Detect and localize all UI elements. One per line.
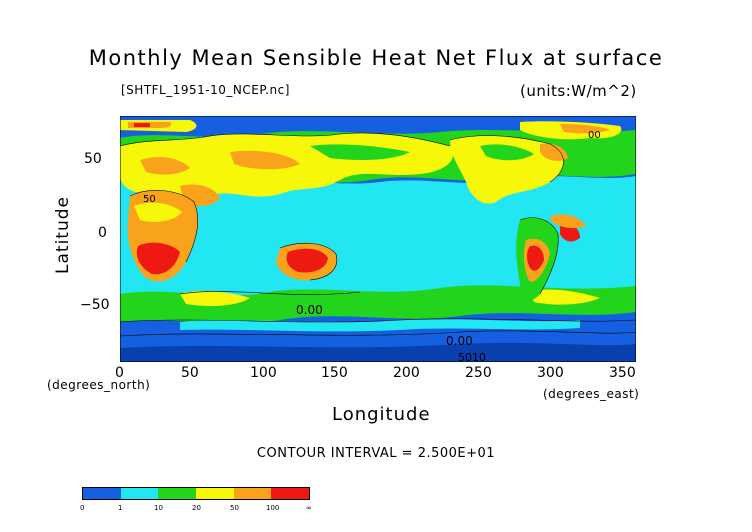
x-tick-label: 350 <box>609 365 636 381</box>
tropical-cyan-band <box>120 175 636 309</box>
legend-label: ∞ <box>306 504 312 512</box>
brazil-orange <box>550 214 586 229</box>
map-title: Monthly Mean Sensible Heat Net Flux at s… <box>88 46 664 70</box>
southern-yellow-patch <box>180 291 250 306</box>
y-axis-unit-note: (degrees_north) <box>47 378 151 392</box>
x-axis-title: Longitude <box>332 404 431 425</box>
legend-swatch <box>158 488 178 499</box>
flux-map <box>120 116 636 362</box>
legend-label: 10 <box>154 504 163 512</box>
x-tick-label: 150 <box>321 365 348 381</box>
units-label: (units:W/m^2) <box>520 82 637 100</box>
legend-swatch <box>195 488 215 499</box>
africa-red <box>136 242 180 275</box>
legend-swatch <box>290 488 309 499</box>
brazil-red <box>560 223 580 242</box>
legend-label: 100 <box>266 504 280 512</box>
legend-label: 20 <box>192 504 201 512</box>
legend-swatch <box>83 488 102 499</box>
southern-green-band <box>120 285 636 323</box>
file-name-label: [SHTFL_1951-10_NCEP.nc] <box>121 83 290 97</box>
legend-swatch <box>271 488 291 499</box>
legend-swatch <box>120 488 140 499</box>
contour-label: 0.00 <box>446 334 473 348</box>
arabia <box>180 184 220 207</box>
legend-swatch <box>233 488 253 499</box>
north-america-green <box>480 144 534 161</box>
antarctic-coast <box>120 342 636 362</box>
x-axis-unit-note: (degrees_east) <box>543 387 640 401</box>
eurasia-orange <box>230 150 300 170</box>
x-tick-label: 300 <box>537 365 564 381</box>
contour-label: 00 <box>588 130 601 141</box>
legend-swatch <box>101 488 121 499</box>
legend-label: 0 <box>80 504 85 512</box>
contour-label: 0.00 <box>296 303 323 317</box>
y-tick-label: 50 <box>84 151 102 167</box>
contour-label: 50 <box>143 194 156 205</box>
legend-label: 50 <box>230 504 239 512</box>
x-tick-label: 50 <box>181 365 199 381</box>
legend-swatch <box>139 488 159 499</box>
y-axis-title: Latitude <box>53 196 73 274</box>
x-tick-label: 250 <box>465 365 492 381</box>
contour-interval-note: CONTOUR INTERVAL = 2.500E+01 <box>256 446 496 461</box>
x-tick-label: 100 <box>250 365 277 381</box>
y-tick-label: −50 <box>80 297 110 313</box>
color-legend-bar <box>82 487 310 500</box>
southern-yellow-patch <box>530 289 600 305</box>
eurasia-green <box>310 144 410 160</box>
greenland-orange <box>560 124 610 134</box>
x-tick-label: 0 <box>115 365 124 381</box>
north-america-orange <box>540 143 568 161</box>
legend-label: 1 <box>118 504 123 512</box>
legend-swatch <box>252 488 272 499</box>
y-tick-label: 0 <box>98 225 107 241</box>
australia-red <box>286 248 328 273</box>
contour-label: 5010 <box>458 351 486 364</box>
eurasia-orange <box>140 157 190 175</box>
legend-swatch <box>214 488 234 499</box>
antarctic-cyan-strip <box>180 318 580 332</box>
x-tick-label: 200 <box>393 365 420 381</box>
africa-yellow <box>134 202 182 222</box>
south-america-red <box>527 245 544 271</box>
arctic-red <box>134 123 150 127</box>
north-america <box>450 135 564 204</box>
legend-swatch <box>177 488 196 499</box>
contour-lines <box>120 132 636 337</box>
